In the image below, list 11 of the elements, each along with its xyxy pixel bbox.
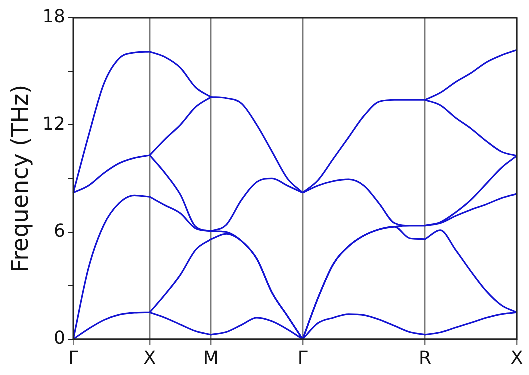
x-tick-label: X: [144, 348, 156, 369]
x-tick-label: Γ: [68, 348, 79, 369]
x-tick-label: Γ: [298, 348, 308, 369]
y-tick-label: 18: [42, 6, 66, 28]
x-tick-label: M: [203, 348, 219, 369]
y-axis-title: Frequency (THz): [8, 84, 34, 272]
x-tick-label: R: [418, 348, 432, 369]
y-tick-label: 12: [42, 114, 66, 135]
y-tick-label: 6: [54, 220, 66, 242]
x-tick-label: X: [510, 348, 524, 369]
y-tick-label: 0: [54, 328, 66, 350]
